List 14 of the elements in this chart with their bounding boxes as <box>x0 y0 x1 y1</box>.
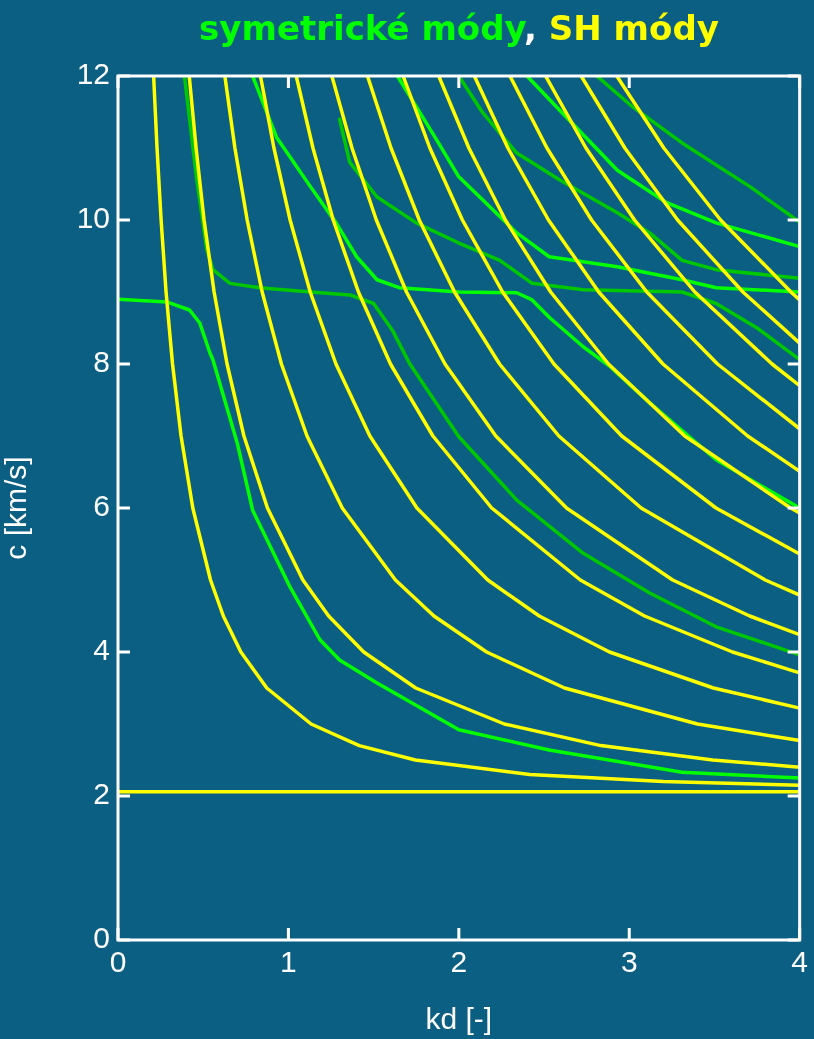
x-tick-label: 2 <box>450 945 468 979</box>
y-tick-label: 10 <box>76 201 110 235</box>
y-tick-label: 6 <box>93 489 110 523</box>
chart-title: symetrické módy, SH módy <box>199 8 719 48</box>
y-tick-label: 0 <box>93 921 110 955</box>
y-tick-label: 2 <box>93 777 110 811</box>
x-tick-label: 4 <box>791 945 808 979</box>
y-tick-label: 4 <box>93 633 110 667</box>
y-tick-label: 12 <box>76 57 110 91</box>
y-axis-title: c [km/s] <box>0 456 33 560</box>
x-tick-label: 1 <box>280 945 297 979</box>
x-tick-label: 3 <box>620 945 638 979</box>
y-tick-label: 8 <box>93 345 110 379</box>
x-axis-title: kd [-] <box>425 1002 493 1036</box>
